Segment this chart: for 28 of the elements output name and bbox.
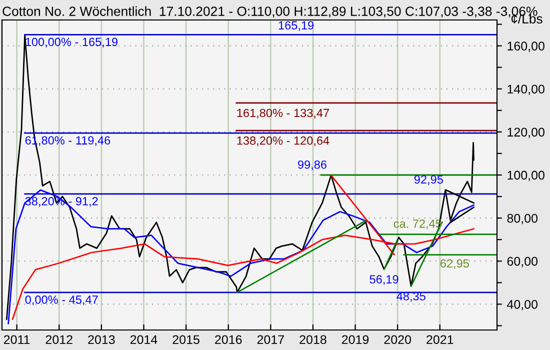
annotation: 0,00% - 45,47 <box>25 295 98 306</box>
x-tick-label: 2016 <box>215 335 242 344</box>
y-tick-label: 40,00 <box>507 300 538 310</box>
annotation: 161,80% - 133,47 <box>237 108 329 119</box>
y-tick-label: 80,00 <box>507 214 538 224</box>
x-tick-label: 2020 <box>384 335 411 344</box>
y-tick-label: 160,00 <box>508 42 544 52</box>
annotation: 165,19 <box>278 21 314 31</box>
x-tick-label: 2013 <box>88 335 115 344</box>
x-tick-label: 2015 <box>172 335 200 344</box>
y-tick-label: 60,00 <box>507 256 538 268</box>
annotation: 99,86 <box>298 160 326 170</box>
y-tick-label: 100,00 <box>508 170 544 182</box>
annotation: 38,20% - 91,2 <box>25 197 98 207</box>
annotation: 92,95 <box>414 175 443 186</box>
x-tick-label: 2021 <box>426 335 454 344</box>
x-tick-label: 2018 <box>300 335 326 344</box>
y-tick-label: 140,00 <box>508 84 544 96</box>
y-tick-label: 120,00 <box>508 128 544 138</box>
x-tick-label: 2012 <box>46 335 72 344</box>
annotation: 62,95 <box>440 259 469 269</box>
annotation: 56,19 <box>370 275 398 285</box>
x-tick-label: 2011 <box>4 335 30 344</box>
x-tick-label: 2014 <box>130 335 158 344</box>
annotation: 138,20% - 120,64 <box>237 136 330 146</box>
x-tick-label: 2019 <box>342 335 369 344</box>
annotation: 48,35 <box>396 292 426 302</box>
x-tick-label: 2017 <box>257 335 284 344</box>
